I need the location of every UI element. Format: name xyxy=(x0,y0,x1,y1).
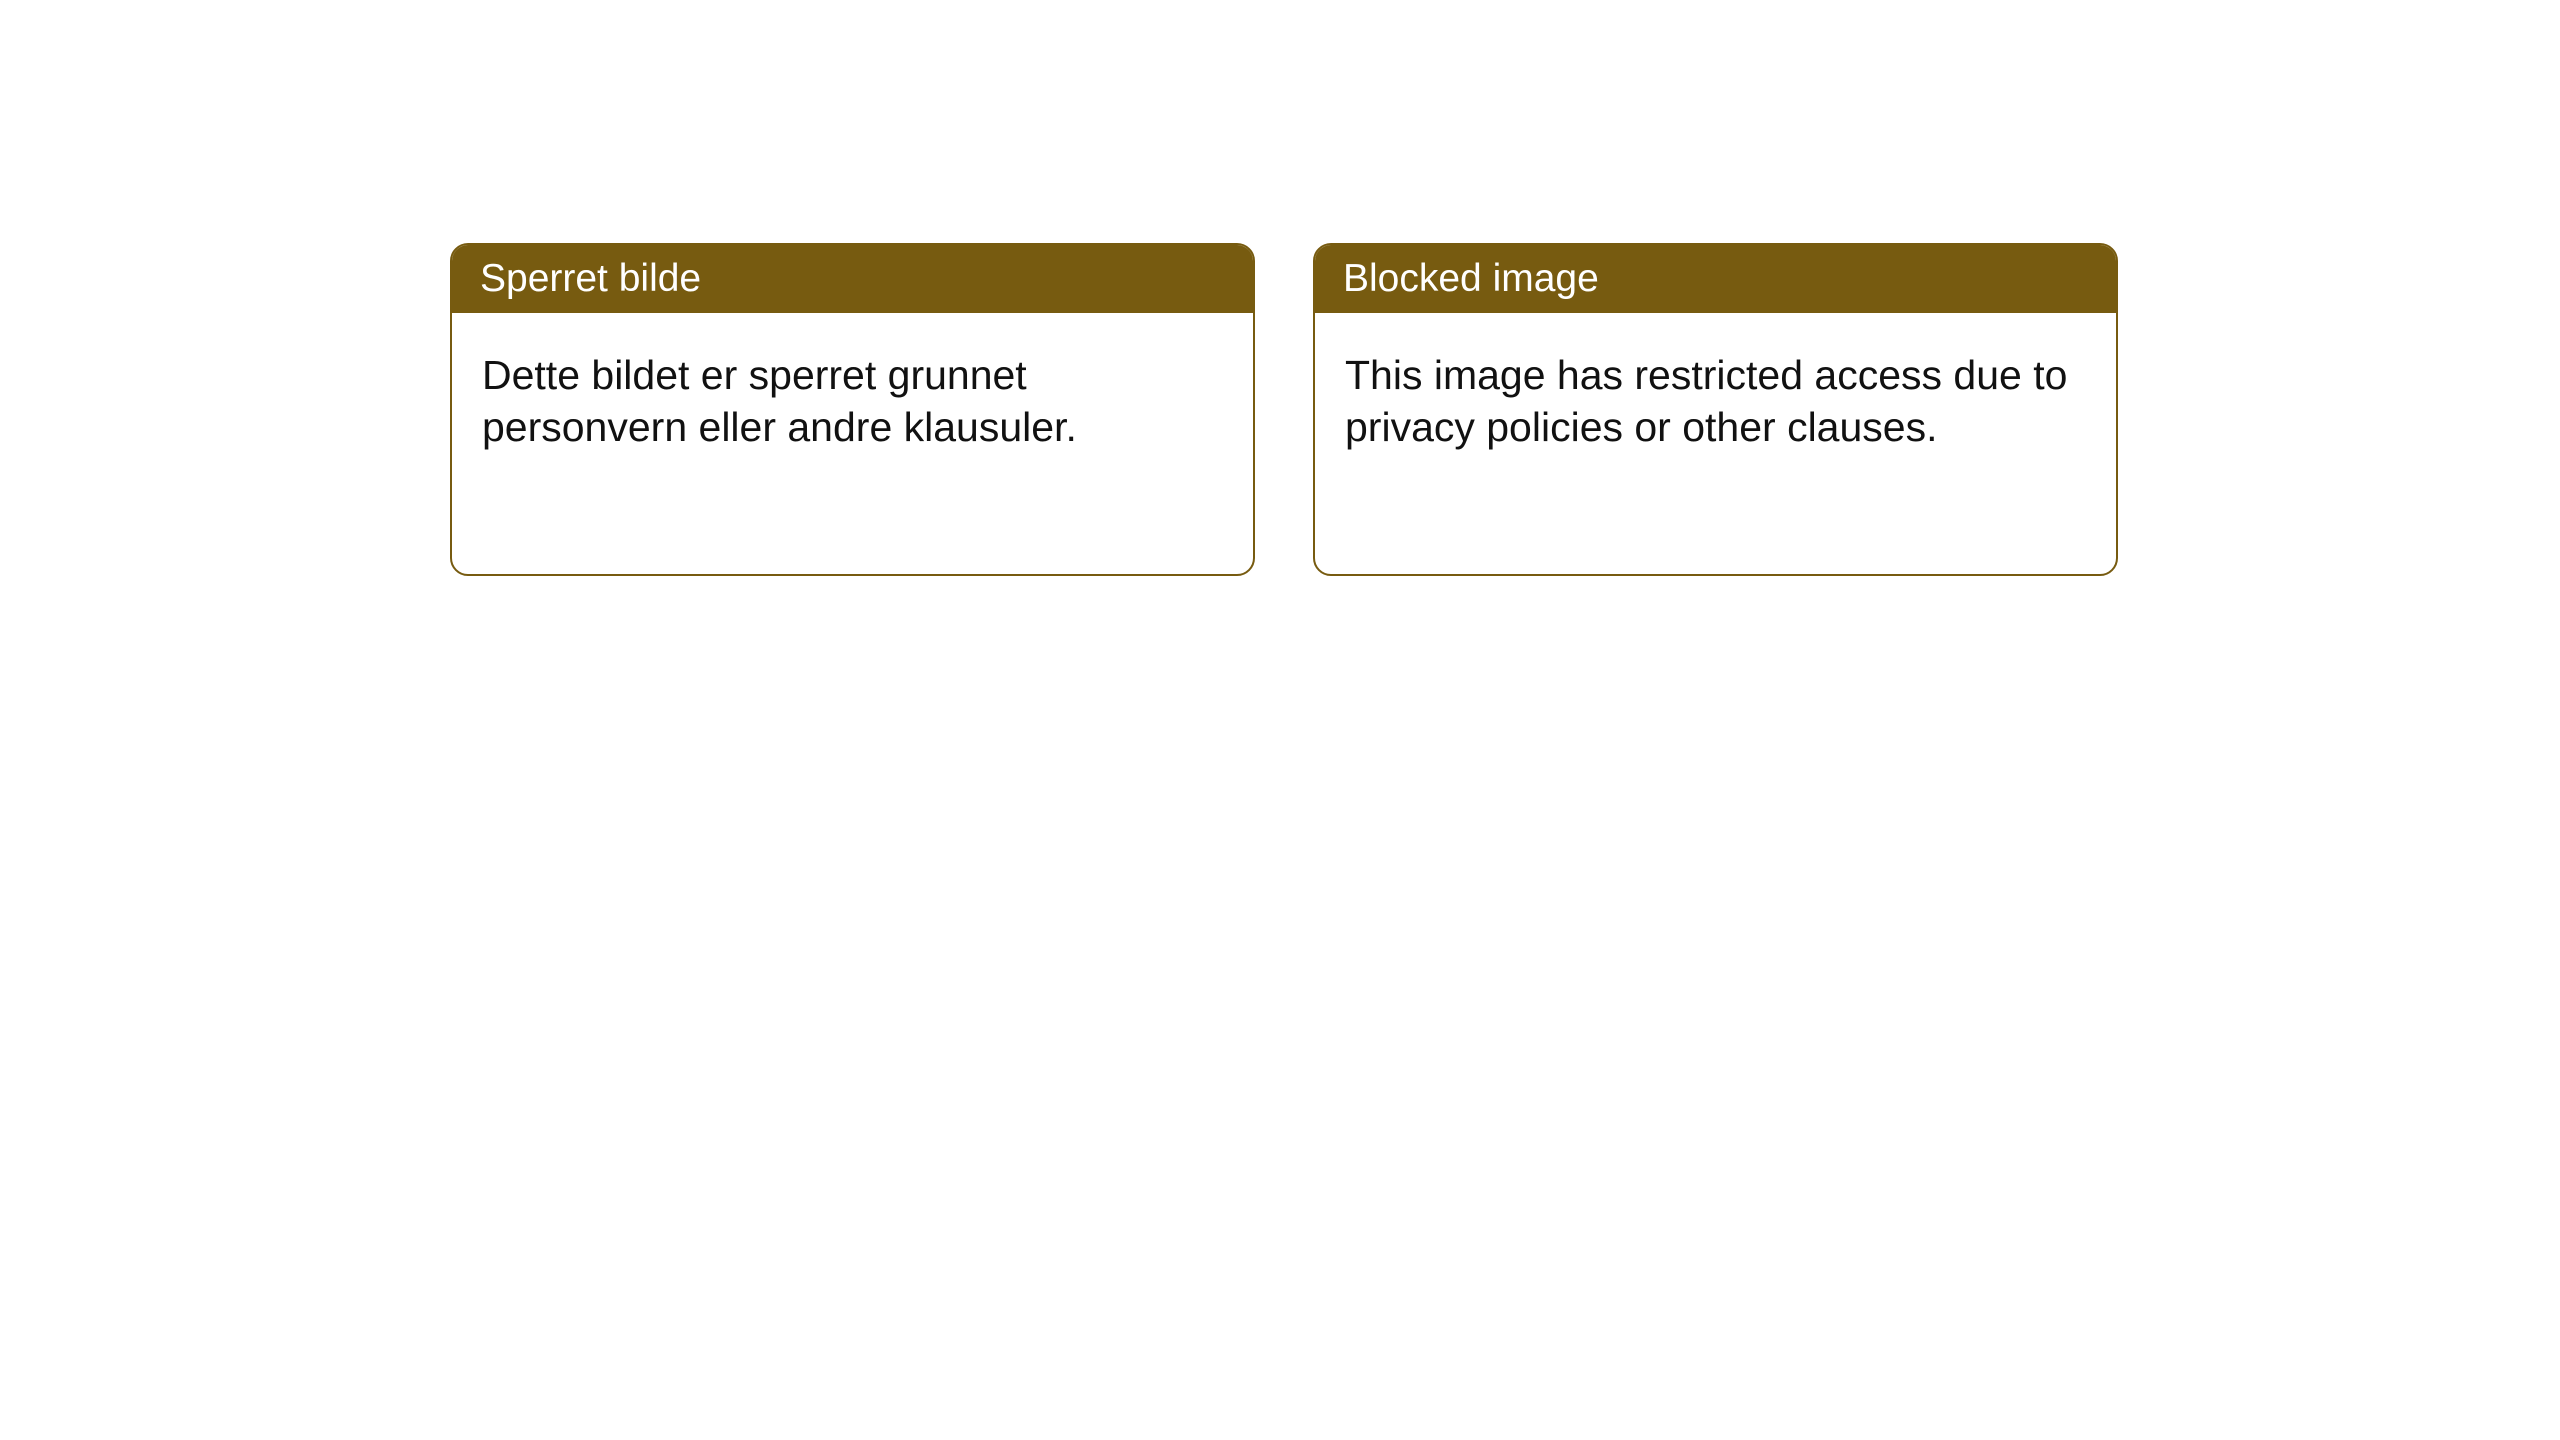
notice-header: Blocked image xyxy=(1315,245,2116,313)
notice-body-text: Dette bildet er sperret grunnet personve… xyxy=(482,352,1077,450)
notice-body-text: This image has restricted access due to … xyxy=(1345,352,2067,450)
notice-title: Sperret bilde xyxy=(480,257,701,300)
notice-box-english: Blocked image This image has restricted … xyxy=(1313,243,2118,576)
notice-container: Sperret bilde Dette bildet er sperret gr… xyxy=(0,0,2560,576)
notice-header: Sperret bilde xyxy=(452,245,1253,313)
notice-body: Dette bildet er sperret grunnet personve… xyxy=(452,313,1253,490)
notice-box-norwegian: Sperret bilde Dette bildet er sperret gr… xyxy=(450,243,1255,576)
notice-body: This image has restricted access due to … xyxy=(1315,313,2116,490)
notice-title: Blocked image xyxy=(1343,257,1599,300)
